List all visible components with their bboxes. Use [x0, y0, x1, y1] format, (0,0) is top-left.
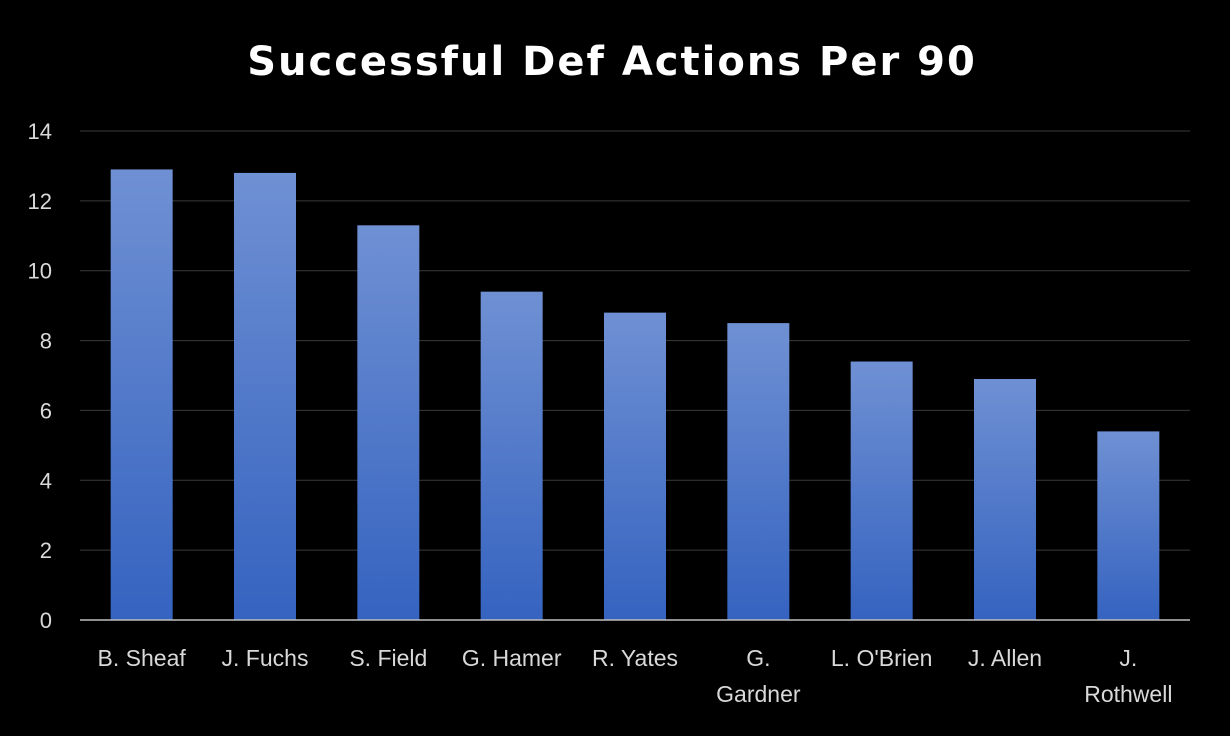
bar-s-field — [357, 225, 420, 621]
y-tick-label: 10 — [28, 259, 52, 284]
y-tick-label: 8 — [40, 329, 52, 354]
bar-r-yates — [604, 312, 666, 620]
x-tick-label: J. Rothwell — [1084, 645, 1172, 707]
y-tick-label: 14 — [28, 119, 52, 144]
x-tick-label: L. O'Brien — [831, 645, 933, 671]
y-tick-label: 0 — [40, 608, 52, 633]
bar-g-gardner — [727, 323, 790, 620]
bar-j-rothwell — [1097, 431, 1160, 620]
y-tick-label: 4 — [40, 468, 52, 493]
bars — [110, 169, 1160, 621]
x-tick-label: J. Allen — [968, 645, 1042, 671]
chart-title: Successful Def Actions Per 90 — [247, 39, 977, 85]
x-tick-label: B. Sheaf — [98, 645, 187, 671]
bar-l-o-brien — [850, 361, 913, 620]
y-tick-label: 12 — [28, 189, 52, 214]
bar-b-sheaf — [110, 169, 173, 620]
x-tick-label: G. Gardner — [716, 645, 801, 707]
x-axis-labels: B. Sheaf J. Fuchs S. Field G. Hamer R. Yates… — [98, 645, 1173, 707]
x-tick-label: R. Yates — [592, 645, 678, 671]
y-axis-ticks: 0 2 4 6 8 10 12 14 — [28, 119, 52, 633]
bar-g-hamer — [480, 291, 543, 620]
x-tick-label: G. Hamer — [462, 645, 562, 671]
bar-j-allen — [974, 378, 1036, 620]
y-tick-label: 6 — [40, 398, 52, 423]
bar-j-fuchs — [234, 172, 296, 620]
x-tick-label: J. Fuchs — [222, 645, 309, 671]
x-tick-label: S. Field — [349, 645, 427, 671]
y-tick-label: 2 — [40, 538, 52, 563]
